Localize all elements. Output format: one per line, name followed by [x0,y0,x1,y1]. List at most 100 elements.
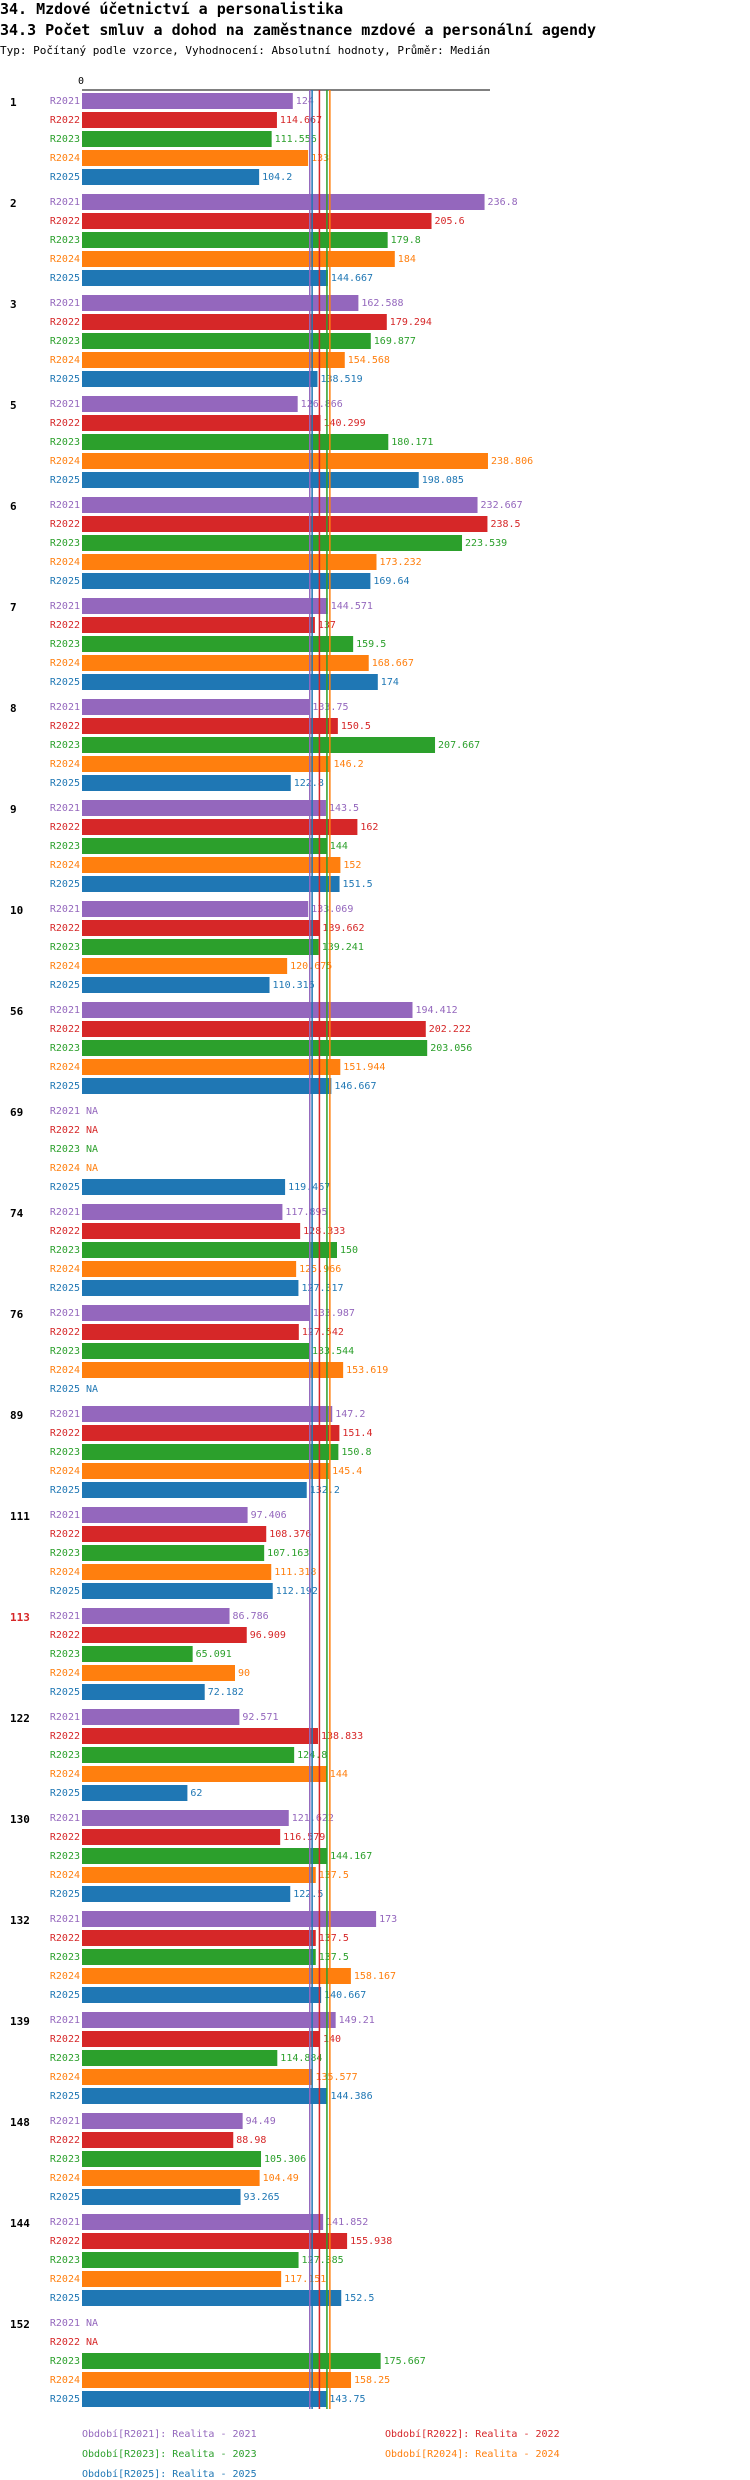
bar-132-R2021 [82,1911,376,1927]
series-label: R2024 [50,1264,80,1275]
series-label: R2025 [50,1283,80,1294]
data-label: 152 [343,860,361,871]
series-label: R2024 [50,759,80,770]
series-label: R2024 [50,1365,80,1376]
bar-3-R2025 [82,371,317,387]
bar-111-R2022 [82,1526,266,1542]
group-label-130: 130 [10,1813,30,1826]
data-label: 86.786 [233,1611,269,1622]
group-label-113: 113 [10,1611,30,1624]
bar-8-R2025 [82,775,291,791]
data-label: 159.5 [356,639,386,650]
series-label: R2022 [50,1226,80,1237]
series-label: R2022 [50,1933,80,1944]
series-label: R2023 [50,1346,80,1357]
series-label: R2021 [50,1914,80,1925]
series-label: R2022 [50,519,80,530]
data-label: 107.163 [267,1548,309,1559]
data-label: 144.167 [330,1851,372,1862]
group-label-7: 7 [10,601,17,614]
group-label-76: 76 [10,1308,24,1321]
series-label: R2021 [50,399,80,410]
data-label: 238.806 [491,456,533,467]
data-label: 114.884 [280,2053,322,2064]
bar-8-R2021 [82,699,309,715]
series-label: R2024 [50,1971,80,1982]
series-label: R2021 [50,2217,80,2228]
data-label: 162 [360,822,378,833]
series-label: R2021 [50,1207,80,1218]
bar-1-R2022 [82,112,277,128]
series-label: R2021 [50,702,80,713]
series-label: R2023 [50,1447,80,1458]
series-label: R2024 [50,1769,80,1780]
data-label: 194.412 [416,1005,458,1016]
data-label: 150 [340,1245,358,1256]
data-label: 144.386 [330,2091,372,2102]
data-label: 205.6 [435,216,465,227]
series-label: R2021 [50,2015,80,2026]
series-label: R2021 [50,1005,80,1016]
data-label: 124 [296,96,314,107]
data-label: 144.571 [331,601,373,612]
series-label: R2022 [50,1024,80,1035]
bar-74-R2021 [82,1204,282,1220]
series-label: R2025 [50,1687,80,1698]
bar-56-R2024 [82,1059,340,1075]
bar-7-R2024 [82,655,369,671]
data-label: 90 [238,1668,250,1679]
bar-8-R2024 [82,756,331,772]
bar-10-R2023 [82,939,319,955]
series-label: R2021 [50,1510,80,1521]
series-label: R2023 [50,942,80,953]
na-label: NA [86,2337,98,2348]
bar-2-R2022 [82,213,432,229]
bar-2-R2025 [82,270,328,286]
data-label: 232.667 [481,500,523,511]
series-label: R2022 [50,1630,80,1641]
data-label: 141.852 [326,2217,368,2228]
bar-111-R2024 [82,1564,271,1580]
series-label: R2022 [50,721,80,732]
data-label: 175.667 [384,2356,426,2367]
series-label: R2021 [50,1308,80,1319]
series-label: R2025 [50,1182,80,1193]
series-label: R2024 [50,1870,80,1881]
series-label: R2021 [50,298,80,309]
series-label: R2025 [50,1889,80,1900]
series-label: R2025 [50,1384,80,1395]
bar-1-R2024 [82,150,308,166]
data-label: 173.232 [379,557,421,568]
data-label: 179.294 [390,317,432,328]
series-label: R2025 [50,2293,80,2304]
bar-89-R2023 [82,1444,338,1460]
data-label: 105.306 [264,2154,306,2165]
bar-10-R2022 [82,920,319,936]
series-label: R2025 [50,475,80,486]
bar-122-R2021 [82,1709,239,1725]
data-label: 169.877 [374,336,416,347]
bar-76-R2024 [82,1362,343,1378]
series-label: R2023 [50,538,80,549]
bar-1-R2023 [82,131,272,147]
bar-5-R2021 [82,396,298,412]
series-label: R2025 [50,1485,80,1496]
series-label: R2025 [50,677,80,688]
data-label: 88.98 [236,2135,266,2146]
series-label: R2023 [50,2154,80,2165]
bar-56-R2025 [82,1078,331,1094]
data-label: 151.4 [342,1428,372,1439]
data-label: 149.21 [339,2015,375,2026]
group-label-8: 8 [10,702,17,715]
group-label-1: 1 [10,96,17,109]
bar-chart: 01R2021124R2022114.667R2023111.556R20241… [0,0,750,2480]
bar-76-R2022 [82,1324,299,1340]
data-label: 72.182 [208,1687,244,1698]
data-label: 137.5 [319,1933,349,1944]
bar-139-R2021 [82,2012,336,2028]
data-label: 92.571 [242,1712,278,1723]
data-label: 236.8 [488,197,518,208]
bar-5-R2023 [82,434,388,450]
bar-2-R2023 [82,232,388,248]
data-label: 135.577 [315,2072,357,2083]
